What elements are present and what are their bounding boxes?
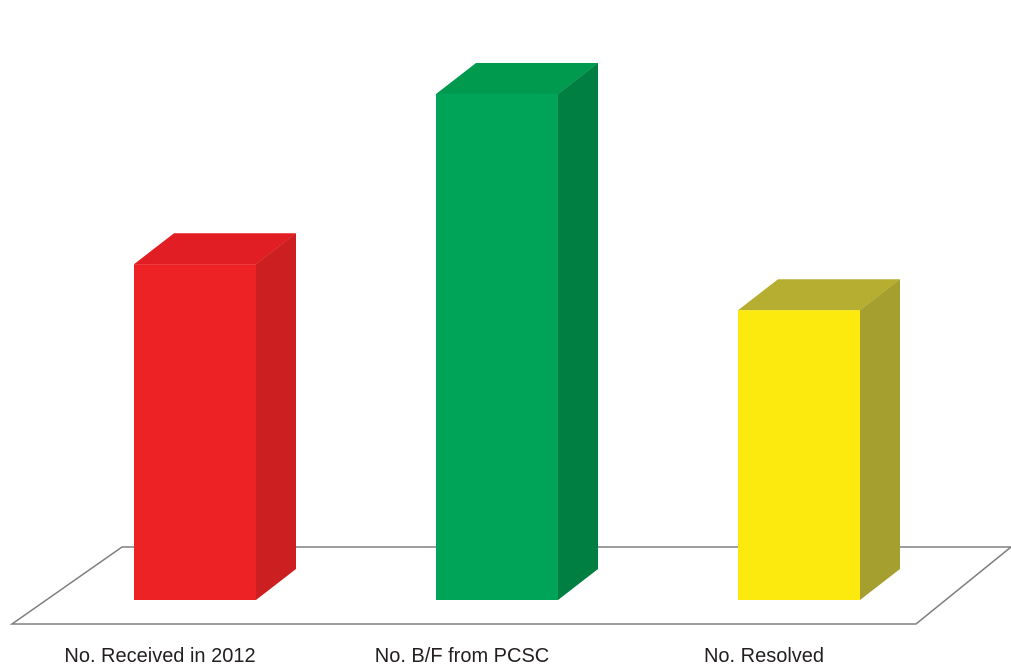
bar-top (436, 63, 598, 94)
bar-side (256, 233, 296, 600)
bar (738, 279, 900, 600)
bar-front (738, 310, 860, 600)
bar-front (436, 94, 558, 600)
category-label: No. B/F from PCSC (375, 645, 549, 667)
category-labels: No. Received in 2012 No. B/F from PCSC No.… (64, 645, 824, 667)
bar-group (134, 63, 900, 600)
bar-top (134, 233, 296, 265)
bar (134, 233, 296, 600)
bar-front (134, 264, 256, 600)
bar-side (558, 63, 598, 600)
category-label: No. Received in 2012 (64, 645, 255, 667)
bar-side (860, 279, 900, 600)
chart-floor (9, 546, 1011, 625)
bar (436, 63, 598, 600)
bar-top (738, 279, 900, 311)
category-label: No. Resolved (704, 645, 824, 667)
